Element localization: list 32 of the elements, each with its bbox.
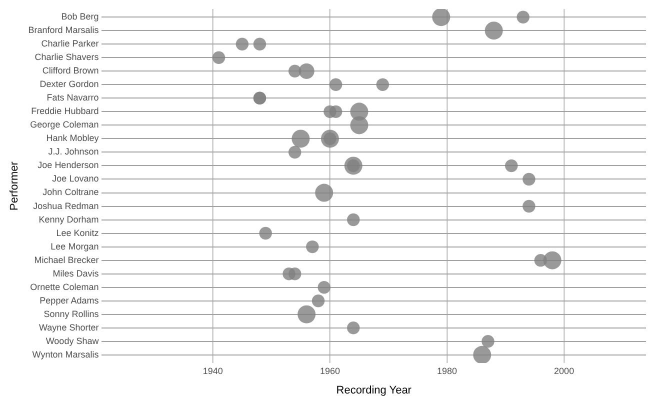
y-tick-label: Sonny Rollins xyxy=(44,308,100,319)
y-tick-label: Pepper Adams xyxy=(40,295,100,306)
y-tick-label: Fats Navarro xyxy=(46,92,99,103)
y-tick-label: Clifford Brown xyxy=(42,66,99,76)
y-tick-label: Dexter Gordon xyxy=(40,79,99,90)
x-axis-title: Recording Year xyxy=(336,384,412,396)
y-tick-label: Charlie Shavers xyxy=(34,52,100,62)
y-tick-label: Branford Marsalis xyxy=(28,25,100,36)
y-tick-label: J.J. Johnson xyxy=(48,146,99,157)
y-tick-label: George Coleman xyxy=(30,120,99,130)
y-axis-title: Performer xyxy=(8,161,21,210)
y-tick-label: Wayne Shorter xyxy=(39,322,99,332)
x-tick-label: 1940 xyxy=(202,366,223,376)
y-tick-label: Joshua Redman xyxy=(33,200,99,211)
x-tick-label: 2000 xyxy=(554,366,574,376)
y-tick-label: Hank Mobley xyxy=(46,133,100,144)
y-tick-label: Wynton Marsalis xyxy=(32,349,100,360)
y-tick-label: Lee Konitz xyxy=(56,228,100,238)
y-tick-label: Joe Lovano xyxy=(52,174,99,184)
y-tick-label: Woody Shaw xyxy=(46,336,100,346)
y-tick-label: Freddie Hubbard xyxy=(31,106,99,116)
y-tick-label: John Coltrane xyxy=(42,187,99,198)
y-tick-label: Kenny Dorham xyxy=(38,214,99,224)
y-tick-label: Ornette Coleman xyxy=(30,282,99,292)
y-tick-label: Bob Berg xyxy=(61,12,99,22)
y-tick-label: Miles Davis xyxy=(52,268,100,278)
x-tick-label: 1980 xyxy=(437,366,458,376)
y-tick-label: Joe Henderson xyxy=(38,160,99,170)
y-tick-label: Lee Morgan xyxy=(50,241,99,252)
y-tick-label: Michael Brecker xyxy=(34,254,99,265)
x-tick-label: 1960 xyxy=(320,366,340,376)
y-tick-label: Charlie Parker xyxy=(41,38,99,49)
